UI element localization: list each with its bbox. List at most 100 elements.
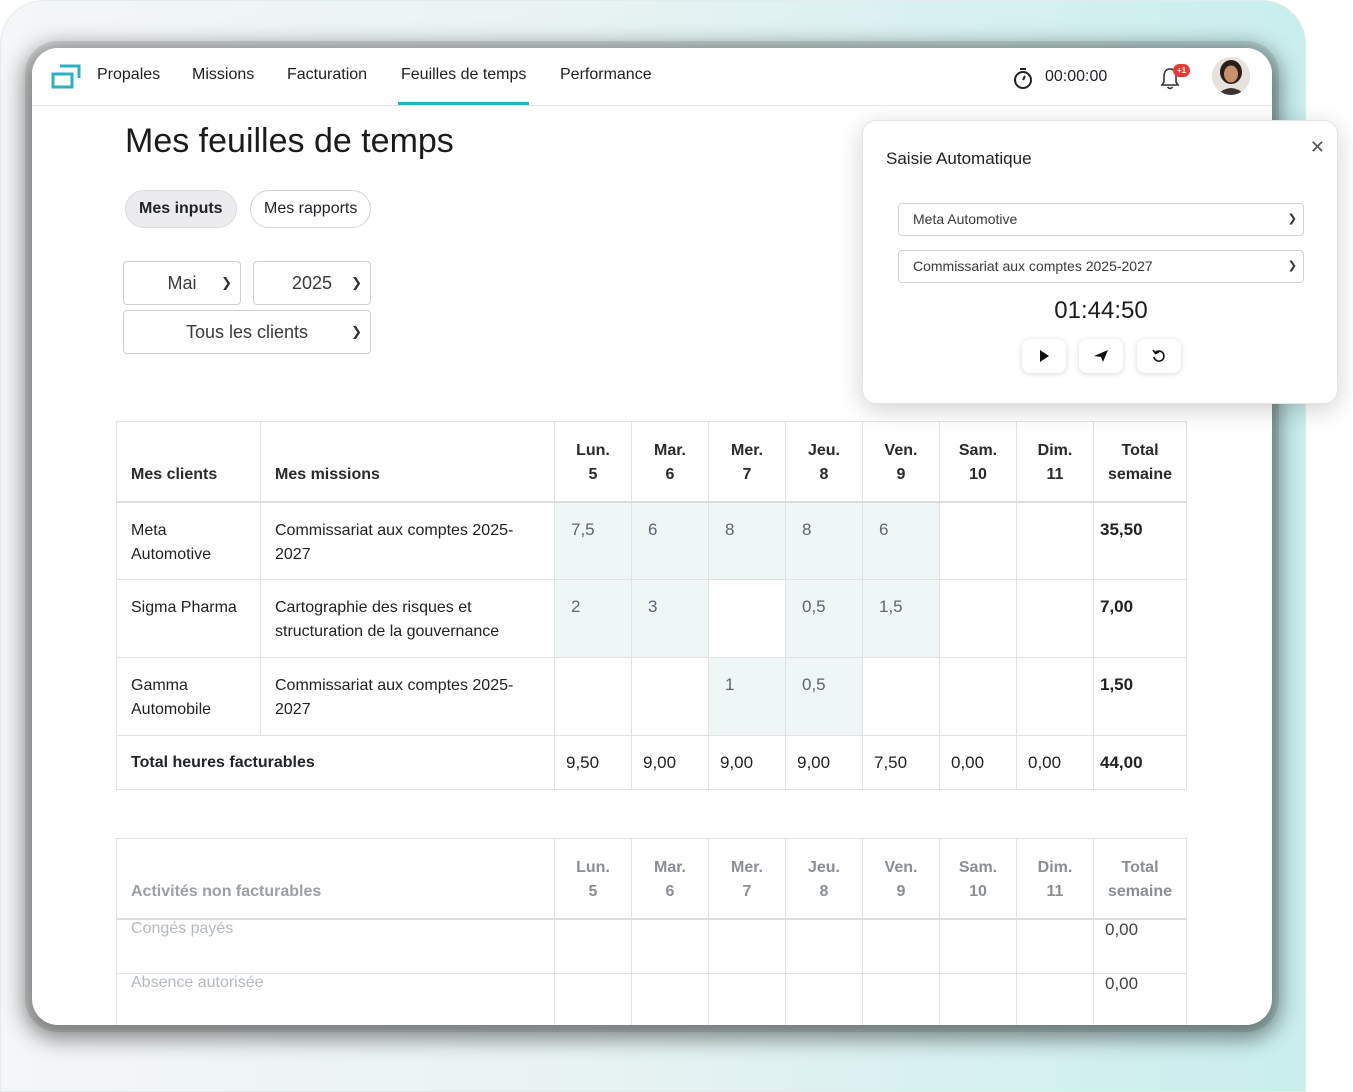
- hours-input-cell[interactable]: 1: [708, 657, 786, 736]
- activity-label: Congés payés: [116, 918, 555, 974]
- mission-cell: Cartographie des risques et structuratio…: [260, 579, 555, 658]
- hours-input-cell[interactable]: [708, 918, 786, 974]
- hours-input-cell[interactable]: 1,5: [862, 579, 940, 658]
- popup-mission-value: Commissariat aux comptes 2025-2027: [913, 258, 1153, 274]
- day-total: 0,00: [939, 735, 1017, 790]
- hours-input-cell[interactable]: 6: [631, 501, 709, 580]
- hours-input-cell[interactable]: [939, 973, 1017, 1025]
- hours-input-cell[interactable]: [554, 657, 632, 736]
- hours-input-cell[interactable]: 8: [785, 501, 863, 580]
- table-row: Sigma Pharma Cartographie des risques et …: [116, 579, 1187, 658]
- reset-button[interactable]: [1137, 339, 1181, 373]
- month-select[interactable]: Mai ❯: [123, 261, 241, 305]
- hours-input-cell[interactable]: [785, 973, 863, 1025]
- header-day-sun: Dim. 11: [1016, 838, 1094, 920]
- day-total: 9,00: [785, 735, 863, 790]
- nav-missions[interactable]: Missions: [192, 66, 255, 83]
- hours-input-cell[interactable]: [862, 657, 940, 736]
- user-avatar[interactable]: [1212, 57, 1250, 95]
- tab-mes-inputs[interactable]: Mes inputs: [125, 190, 237, 228]
- header-day-sat: Sam. 10: [939, 838, 1017, 920]
- hours-input-cell[interactable]: [862, 973, 940, 1025]
- tab-mes-rapports[interactable]: Mes rapports: [250, 190, 372, 228]
- chevron-down-icon: ❯: [1287, 260, 1297, 272]
- client-cell: Gamma Automobile: [116, 657, 261, 736]
- hours-input-cell[interactable]: [554, 973, 632, 1025]
- stopwatch-icon[interactable]: [1012, 66, 1034, 90]
- hours-input-cell[interactable]: [631, 918, 709, 974]
- mission-cell: Commissariat aux comptes 2025-2027: [260, 501, 555, 580]
- hours-input-cell[interactable]: [631, 973, 709, 1025]
- send-button[interactable]: [1079, 339, 1123, 373]
- year-select[interactable]: 2025 ❯: [253, 261, 371, 305]
- nonbillable-activities-table: Activités non facturables Lun. 5 Mar. 6 Me…: [116, 838, 1187, 1025]
- timer-display: 00:00:00: [1045, 68, 1108, 85]
- hours-input-cell[interactable]: [1016, 973, 1094, 1025]
- nav-performance[interactable]: Performance: [560, 66, 652, 83]
- totals-label: Total heures facturables: [116, 735, 555, 790]
- header-day-thu: Jeu. 8: [785, 421, 863, 503]
- app-logo-icon[interactable]: [50, 62, 82, 90]
- hours-input-cell[interactable]: [1016, 579, 1094, 658]
- mission-cell: Commissariat aux comptes 2025-2027: [260, 657, 555, 736]
- month-select-value: Mai: [167, 273, 197, 293]
- nonbillable-row: Congés payés 0,00: [116, 918, 1187, 974]
- chevron-down-icon: ❯: [351, 275, 362, 290]
- hours-input-cell[interactable]: 8: [708, 501, 786, 580]
- hours-input-cell[interactable]: [708, 579, 786, 658]
- nav-propales[interactable]: Propales: [97, 66, 161, 83]
- nav-facturation[interactable]: Facturation: [287, 66, 368, 83]
- hours-input-cell[interactable]: [554, 918, 632, 974]
- send-icon: [1094, 350, 1108, 362]
- notification-badge: +1: [1173, 64, 1191, 77]
- header-day-mon: Lun. 5: [554, 838, 632, 920]
- totals-row: Total heures facturables 9,50 9,00 9,00 9,00…: [116, 735, 1187, 790]
- header-week-total: Total semaine: [1093, 838, 1187, 920]
- day-total: 0,00: [1016, 735, 1094, 790]
- hours-input-cell[interactable]: [1016, 657, 1094, 736]
- day-total: 9,00: [708, 735, 786, 790]
- client-cell: Sigma Pharma: [116, 579, 261, 658]
- hours-input-cell[interactable]: 7,5: [554, 501, 632, 580]
- week-grand-total: 44,00: [1093, 735, 1187, 790]
- hours-input-cell[interactable]: 0,5: [785, 579, 863, 658]
- billable-hours-table: Mes clients Mes missions Lun. 5 Mar. 6 Mer…: [116, 421, 1187, 790]
- hours-input-cell[interactable]: 3: [631, 579, 709, 658]
- hours-input-cell[interactable]: [631, 657, 709, 736]
- hours-input-cell[interactable]: [1016, 918, 1094, 974]
- table-row: Meta Automotive Commissariat aux comptes …: [116, 501, 1187, 580]
- hours-input-cell[interactable]: [939, 579, 1017, 658]
- header-day-tue: Mar. 6: [631, 838, 709, 920]
- hours-input-cell[interactable]: [862, 918, 940, 974]
- popup-timer-display: 01:44:50: [1054, 297, 1148, 324]
- activity-label: Absence autorisée: [116, 973, 555, 1025]
- header-clients: Mes clients: [116, 421, 261, 503]
- saisie-automatique-popup: Saisie Automatique ✕ Meta Automotive ❯ C…: [862, 120, 1338, 404]
- hours-input-cell[interactable]: [708, 973, 786, 1025]
- hours-input-cell[interactable]: [785, 918, 863, 974]
- nav-feuilles-de-temps[interactable]: Feuilles de temps: [398, 66, 530, 105]
- hours-input-cell[interactable]: [939, 918, 1017, 974]
- header-day-wed: Mer. 7: [708, 838, 786, 920]
- row-week-total: 0,00: [1093, 973, 1187, 1025]
- chevron-down-icon: ❯: [1287, 213, 1297, 225]
- client-select[interactable]: Tous les clients ❯: [123, 310, 371, 354]
- header-day-wed: Mer. 7: [708, 421, 786, 503]
- hours-input-cell[interactable]: 6: [862, 501, 940, 580]
- hours-input-cell[interactable]: 2: [554, 579, 632, 658]
- hours-input-cell[interactable]: [1016, 501, 1094, 580]
- day-total: 7,50: [862, 735, 940, 790]
- nonbillable-row: Absence autorisée 0,00: [116, 973, 1187, 1025]
- popup-mission-select[interactable]: Commissariat aux comptes 2025-2027 ❯: [898, 250, 1304, 283]
- popup-title: Saisie Automatique: [886, 149, 1032, 168]
- popup-client-value: Meta Automotive: [913, 211, 1018, 227]
- row-week-total: 35,50: [1093, 501, 1187, 580]
- hours-input-cell[interactable]: [939, 657, 1017, 736]
- play-button[interactable]: [1022, 339, 1066, 373]
- popup-client-select[interactable]: Meta Automotive ❯: [898, 203, 1304, 236]
- hours-input-cell[interactable]: 0,5: [785, 657, 863, 736]
- hours-input-cell[interactable]: [939, 501, 1017, 580]
- close-icon[interactable]: ✕: [1309, 137, 1325, 157]
- header-day-sun: Dim. 11: [1016, 421, 1094, 503]
- avatar-portrait-icon: [1212, 57, 1250, 95]
